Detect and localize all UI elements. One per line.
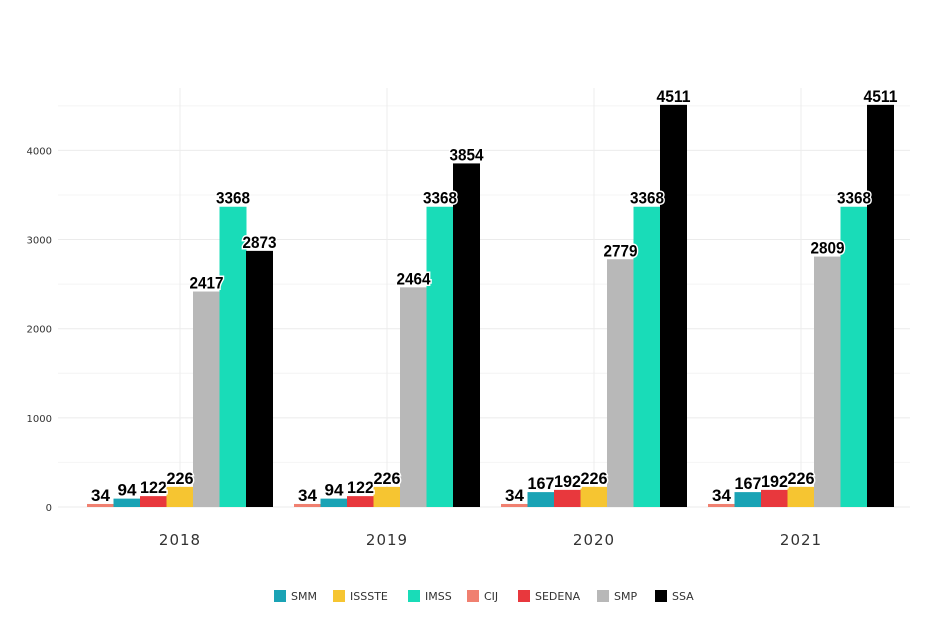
data-label-issste-2021: 226	[788, 469, 815, 488]
data-label-sedena-2019: 122	[347, 478, 374, 497]
y-tick-label: 3000	[27, 236, 52, 247]
data-label-issste-2020: 226	[581, 469, 608, 488]
data-label-smm-2021: 167	[735, 474, 762, 493]
bar-cij-2018	[87, 503, 114, 507]
data-label-imss-2019: 3368	[423, 189, 457, 208]
y-tick-label: 1000	[27, 414, 52, 425]
bar-smp-2021	[814, 256, 841, 507]
bar-issste-2021	[787, 486, 815, 507]
bar-smm-2018	[113, 498, 141, 507]
legend-swatch-sedena	[518, 590, 530, 602]
data-label-cij-2021: 34	[712, 486, 731, 505]
bar-imss-2021	[840, 206, 868, 507]
x-tick-label-2020: 2020	[573, 531, 615, 549]
data-label-smm-2019: 94	[325, 481, 344, 500]
data-label-imss-2021: 3368	[837, 189, 871, 208]
y-tick-label: 2000	[27, 325, 52, 336]
data-label-ssa-2019: 3854	[450, 145, 484, 164]
legend-swatch-imss	[408, 590, 420, 602]
data-label-smp-2018: 2417	[190, 274, 224, 293]
bar-issste-2019	[373, 486, 401, 507]
y-tick-label: 4000	[27, 146, 52, 157]
grid-lines	[58, 88, 910, 508]
bar-sedena-2020	[554, 489, 581, 507]
bar-smp-2018	[193, 291, 220, 507]
bar-imss-2018	[219, 206, 247, 507]
legend-label-sedena: SEDENA	[535, 590, 581, 603]
bar-ssa-2020	[660, 104, 687, 507]
legend-label-smp: SMP	[614, 590, 637, 603]
bar-smm-2021	[734, 492, 762, 507]
data-label-issste-2019: 226	[374, 469, 401, 488]
data-label-ssa-2018: 2873	[243, 233, 277, 252]
data-label-sedena-2020: 192	[554, 472, 581, 491]
data-label-smm-2018: 94	[118, 481, 137, 500]
legend-label-imss: IMSS	[425, 590, 452, 603]
legend-swatch-smm	[274, 590, 286, 602]
data-label-cij-2020: 34	[505, 486, 524, 505]
data-label-cij-2019: 34	[298, 486, 317, 505]
legend-label-cij: CIJ	[484, 590, 498, 603]
data-label-issste-2018: 226	[167, 469, 194, 488]
bar-sedena-2021	[761, 489, 788, 507]
x-tick-label-2018: 2018	[159, 531, 201, 549]
legend-swatch-ssa	[655, 590, 667, 602]
bar-smp-2020	[607, 259, 634, 507]
data-label-smp-2020: 2779	[604, 241, 638, 260]
bar-issste-2018	[166, 486, 194, 507]
legend-swatch-issste	[333, 590, 345, 602]
bar-smm-2020	[527, 492, 555, 507]
bar-ssa-2018	[246, 250, 273, 507]
bar-sedena-2019	[347, 496, 374, 507]
data-label-sedena-2018: 122	[140, 478, 167, 497]
legend-label-issste: ISSSTE	[350, 590, 388, 603]
bars	[87, 104, 894, 508]
data-label-cij-2018: 34	[91, 486, 110, 505]
x-axis: 2018 2019 2020 2021	[159, 531, 822, 549]
data-label-smm-2020: 167	[528, 474, 555, 493]
data-label-imss-2020: 3368	[630, 189, 664, 208]
bar-smp-2019	[400, 287, 427, 507]
legend-label-ssa: SSA	[672, 590, 694, 603]
y-axis: 0 1000 2000 3000 4000	[27, 146, 52, 514]
bar-sedena-2018	[140, 496, 167, 507]
data-label-ssa-2021: 4511	[864, 87, 898, 106]
legend-label-smm: SMM	[291, 590, 317, 603]
data-label-smp-2019: 2464	[397, 269, 431, 288]
bar-smm-2019	[320, 498, 348, 507]
x-tick-label-2021: 2021	[780, 531, 822, 549]
bar-imss-2020	[633, 206, 661, 507]
bar-cij-2020	[501, 503, 528, 507]
bar-cij-2021	[708, 503, 735, 507]
bar-imss-2019	[426, 206, 454, 507]
bar-ssa-2021	[867, 104, 894, 507]
bar-ssa-2019	[453, 163, 480, 508]
legend-swatch-cij	[467, 590, 479, 602]
data-label-sedena-2021: 192	[761, 472, 788, 491]
bar-issste-2020	[580, 486, 608, 507]
bar-cij-2019	[294, 503, 321, 507]
y-tick-label: 0	[46, 503, 52, 514]
x-tick-label-2019: 2019	[366, 531, 408, 549]
legend: SMM ISSSTE IMSS CIJ SEDENA SMP SSA	[274, 590, 694, 603]
data-label-imss-2018: 3368	[216, 189, 250, 208]
legend-swatch-smp	[597, 590, 609, 602]
data-label-ssa-2020: 4511	[657, 87, 691, 106]
data-label-smp-2021: 2809	[811, 239, 845, 258]
